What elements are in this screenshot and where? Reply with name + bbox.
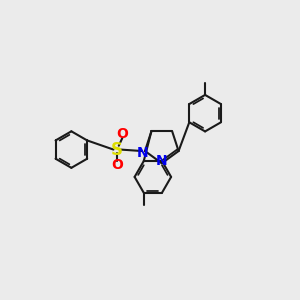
Text: O: O <box>116 127 128 141</box>
Text: O: O <box>111 158 123 172</box>
Text: N: N <box>137 146 148 160</box>
Text: S: S <box>111 141 123 159</box>
Text: N: N <box>155 154 167 168</box>
